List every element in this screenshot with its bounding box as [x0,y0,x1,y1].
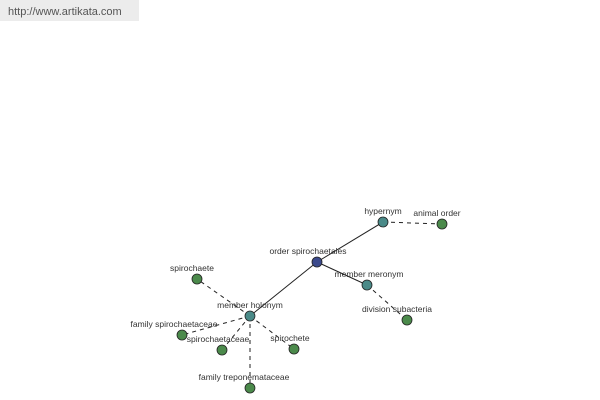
edge [249,315,295,350]
node[interactable] [361,279,373,291]
node[interactable] [311,256,323,268]
nodes [176,216,448,394]
labels: order spirochaetales hypernym animal ord… [131,206,461,382]
node-label: hypernym [364,206,401,216]
node-label: member meronym [335,269,404,279]
node-label: family spirochaetaceae [131,319,218,329]
edge [316,221,384,263]
node[interactable] [244,382,256,394]
edge [366,284,408,321]
node[interactable] [244,310,256,322]
edge [316,261,368,286]
header-url[interactable]: http://www.artikata.com [8,6,122,18]
edges [181,221,443,388]
node[interactable] [216,344,228,356]
node[interactable] [176,329,188,341]
node[interactable] [401,314,413,326]
node-label: member holonym [217,300,283,310]
header-bar [0,0,139,21]
node-label: spirochaetaceae [187,334,250,344]
edge [382,221,443,225]
node-label: animal order [413,208,460,218]
node[interactable] [191,273,203,285]
edge [221,315,251,351]
edge [181,315,251,336]
node[interactable] [377,216,389,228]
node-label: division subacteria [362,304,432,314]
node-label: spirochaete [170,263,214,273]
node-label: family treponemataceae [199,372,290,382]
node-label: order spirochaetales [269,246,346,256]
node-label: spirochete [270,333,309,343]
node[interactable] [288,343,300,355]
edge [249,261,318,317]
edge [196,278,251,317]
node[interactable] [436,218,448,230]
